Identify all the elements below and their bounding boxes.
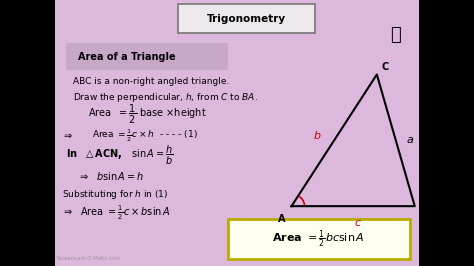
Text: B: B xyxy=(419,214,427,225)
Text: $\Rightarrow$  Area $= \frac{1}{2}c \times b\sin A$: $\Rightarrow$ Area $= \frac{1}{2}c \time… xyxy=(62,204,170,222)
Text: Area  $= \dfrac{1}{2}$ base $\times$height: Area $= \dfrac{1}{2}$ base $\times$heigh… xyxy=(88,103,206,126)
Text: Substituting for $h$ in (1): Substituting for $h$ in (1) xyxy=(62,188,168,201)
Text: Draw the perpendicular, $h$, from $C$ to $BA$.: Draw the perpendicular, $h$, from $C$ to… xyxy=(73,91,258,103)
Text: Area of a Triangle: Area of a Triangle xyxy=(78,52,176,61)
Text: In  $\mathbf{\triangle}$ACN,   $\sin A = \dfrac{h}{b}$: In $\mathbf{\triangle}$ACN, $\sin A = \d… xyxy=(66,144,174,167)
FancyBboxPatch shape xyxy=(178,4,315,33)
Text: $\Rightarrow$: $\Rightarrow$ xyxy=(62,131,73,141)
Text: $c$: $c$ xyxy=(354,218,362,228)
FancyBboxPatch shape xyxy=(55,0,419,266)
Text: 📔: 📔 xyxy=(391,26,401,44)
FancyBboxPatch shape xyxy=(66,43,228,70)
Text: $\Rightarrow$  $b\sin A = h$: $\Rightarrow$ $b\sin A = h$ xyxy=(78,169,144,182)
Text: C: C xyxy=(382,61,389,72)
Text: Trigonometry: Trigonometry xyxy=(207,14,286,24)
Text: ABC is a non-right angled triangle.: ABC is a non-right angled triangle. xyxy=(73,77,230,86)
Text: $a$: $a$ xyxy=(406,135,414,145)
Text: $b$: $b$ xyxy=(313,129,322,141)
Text: A: A xyxy=(278,214,286,225)
Text: Area $= \frac{1}{2}c \times h$  - - - - (1): Area $= \frac{1}{2}c \times h$ - - - - (… xyxy=(92,127,198,144)
FancyBboxPatch shape xyxy=(228,219,410,259)
Text: Screencast-O-Matic.com: Screencast-O-Matic.com xyxy=(57,256,121,261)
Text: Area $= \frac{1}{2}bc\sin A$: Area $= \frac{1}{2}bc\sin A$ xyxy=(273,229,365,250)
